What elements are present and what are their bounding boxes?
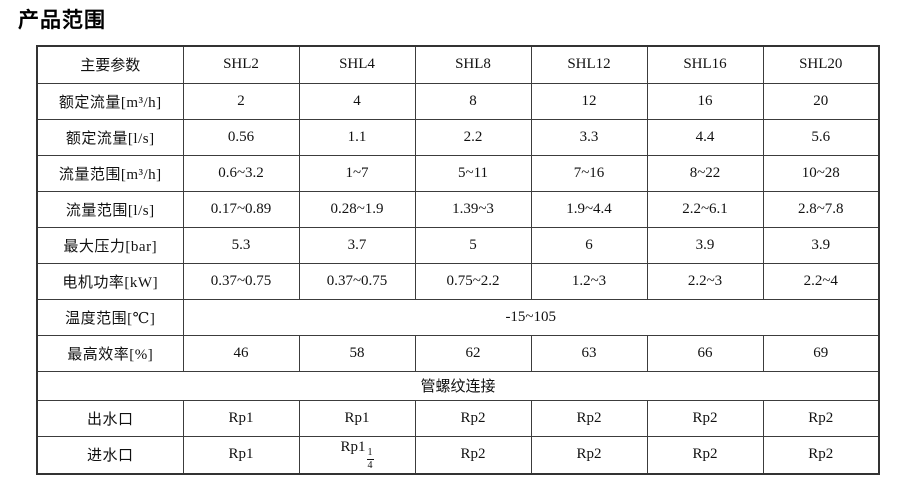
value-cell: 5.3 [182,226,300,264]
value-cell: 20 [762,82,880,120]
value-cell: 69 [762,334,880,372]
value-cell: 2 [182,82,300,120]
value-cell: 4 [298,82,416,120]
column-header-cell: SHL2 [182,45,300,84]
value-cell: 1.39~3 [414,190,532,228]
table-row: 最高效率[%] 46 58 62 63 66 69 [36,334,880,372]
value-cell: Rp1 [182,399,300,437]
value-cell: 63 [530,334,648,372]
table-body: 主要参数 SHL2 SHL4 SHL8 SHL12 SHL16 SHL20 额定流量[m³/h… [36,45,880,474]
value-cell: 0.37~0.75 [298,262,416,300]
value-cell: 0.17~0.89 [182,190,300,228]
value-cell: 1.1 [298,118,416,156]
value-cell: 1.9~4.4 [530,190,648,228]
product-range-table: 主要参数 SHL2 SHL4 SHL8 SHL12 SHL16 SHL20 额定流量[m³/h… [36,45,880,475]
table-row: 管螺纹连接 [36,370,880,401]
value-cell: Rp1 [298,399,416,437]
value-cell: Rp2 [646,435,764,474]
table-row: 额定流量[l/s] 0.56 1.1 2.2 3.3 4.4 5.6 [36,118,880,156]
column-header-cell: SHL4 [298,45,416,84]
value-cell: 0.28~1.9 [298,190,416,228]
row-label-cell: 进水口 [36,435,184,474]
value-cell: 62 [414,334,532,372]
value-cell: 12 [530,82,648,120]
table-row: 流量范围[l/s] 0.17~0.89 0.28~1.9 1.39~3 1.9~4.4 2… [36,190,880,228]
value-cell: Rp1 [182,435,300,474]
value-cell: 6 [530,226,648,264]
value-cell: 66 [646,334,764,372]
value-cell: 2.2 [414,118,532,156]
value-cell: Rp2 [530,399,648,437]
value-cell: 3.7 [298,226,416,264]
merged-value-cell: -15~105 [182,298,880,336]
value-cell: 5.6 [762,118,880,156]
value-cell: 16 [646,82,764,120]
value-cell: 5 [414,226,532,264]
row-label-cell: 最大压力[bar] [36,226,184,264]
table-row: 温度范围[℃] -15~105 [36,298,880,336]
table-row: 电机功率[kW] 0.37~0.75 0.37~0.75 0.75~2.2 1.2~3 2… [36,262,880,300]
value-cell: 3.9 [762,226,880,264]
value-cell: 0.6~3.2 [182,154,300,192]
value-cell: 5~11 [414,154,532,192]
row-label-cell: 出水口 [36,399,184,437]
value-cell: 0.75~2.2 [414,262,532,300]
value-cell: 2.2~6.1 [646,190,764,228]
row-label-cell: 最高效率[%] [36,334,184,372]
section-header-cell: 管螺纹连接 [36,370,880,401]
value-cell: Rp2 [530,435,648,474]
value-cell: 4.4 [646,118,764,156]
column-header-cell: SHL8 [414,45,532,84]
value-cell: Rp1 1 4 [298,435,416,474]
value-cell: 10~28 [762,154,880,192]
column-header-cell: SHL12 [530,45,648,84]
value-cell: 3.3 [530,118,648,156]
value-cell: Rp2 [646,399,764,437]
value-cell: 58 [298,334,416,372]
column-header-cell: SHL16 [646,45,764,84]
value-cell: 0.37~0.75 [182,262,300,300]
row-label-cell: 电机功率[kW] [36,262,184,300]
value-cell: Rp2 [762,399,880,437]
value-cell: 2.2~4 [762,262,880,300]
table-row: 最大压力[bar] 5.3 3.7 5 6 3.9 3.9 [36,226,880,264]
value-cell: 3.9 [646,226,764,264]
header-row: 主要参数 SHL2 SHL4 SHL8 SHL12 SHL16 SHL20 [36,45,880,84]
row-label-cell: 流量范围[l/s] [36,190,184,228]
table-row: 进水口 Rp1 Rp1 1 4 Rp2 Rp2 Rp2 Rp2 [36,435,880,474]
value-cell: 7~16 [530,154,648,192]
value-cell: 1.2~3 [530,262,648,300]
params-header-cell: 主要参数 [36,45,184,84]
row-label-cell: 温度范围[℃] [36,298,184,336]
row-label-cell: 流量范围[m³/h] [36,154,184,192]
table-row: 出水口 Rp1 Rp1 Rp2 Rp2 Rp2 Rp2 [36,399,880,437]
value-cell: Rp2 [762,435,880,474]
value-cell: 8~22 [646,154,764,192]
value-cell: Rp2 [414,435,532,474]
column-header-cell: SHL20 [762,45,880,84]
table-row: 流量范围[m³/h] 0.6~3.2 1~7 5~11 7~16 8~22 10~28 [36,154,880,192]
row-label-cell: 额定流量[l/s] [36,118,184,156]
page-title: 产品范围 [18,9,106,32]
value-cell: Rp2 [414,399,532,437]
value-cell: 1~7 [298,154,416,192]
value-cell: 8 [414,82,532,120]
value-cell: 0.56 [182,118,300,156]
value-cell: 2.2~3 [646,262,764,300]
value-cell: 2.8~7.8 [762,190,880,228]
value-cell: 46 [182,334,300,372]
row-label-cell: 额定流量[m³/h] [36,82,184,120]
table-row: 额定流量[m³/h] 2 4 8 12 16 20 [36,82,880,120]
